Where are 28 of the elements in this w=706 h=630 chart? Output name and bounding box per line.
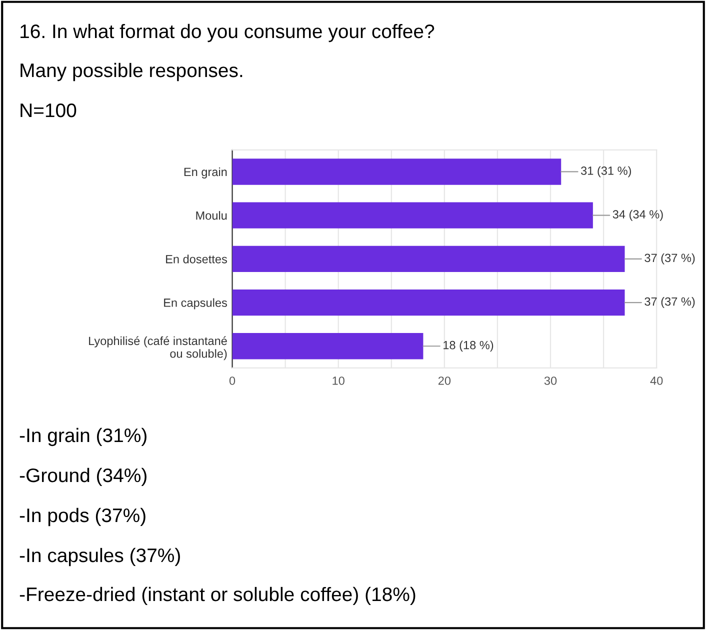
text: -Freeze-dried (instant or soluble coffee) (18%) xyxy=(20,586,416,606)
data-label: 31 (31 %) xyxy=(581,166,632,178)
bar xyxy=(232,289,625,316)
data-label: 34 (34 %) xyxy=(612,210,663,221)
text: -In capsules (37%) xyxy=(20,548,180,566)
x-tick-label: 10 xyxy=(332,376,344,385)
text: N=100 xyxy=(20,103,76,118)
text: -Ground (34%) xyxy=(20,468,146,486)
bar xyxy=(232,246,625,272)
y-tick-label: Lyophilisé (café instantané ou soluble) xyxy=(89,336,227,360)
y-tick-label: En dosettes xyxy=(166,254,227,264)
bar xyxy=(232,158,562,185)
text: -In pods (37%) xyxy=(20,508,146,526)
x-tick-label: 30 xyxy=(544,376,557,385)
x-tick-label: 0 xyxy=(229,376,236,385)
data-label: 37 (37 %) xyxy=(644,253,695,264)
y-tick-label: En grain xyxy=(184,167,227,178)
x-tick-label: 20 xyxy=(438,376,451,385)
data-label: 18 (18 %) xyxy=(444,340,494,352)
y-tick-label: En capsules xyxy=(164,298,227,310)
bar xyxy=(232,333,424,360)
x-tick-label: 40 xyxy=(650,376,663,385)
bar xyxy=(232,202,593,228)
chart-title: 16. In what format do you consume your coffee? xyxy=(20,24,434,42)
data-label: 37 (37 %) xyxy=(644,297,695,308)
text: -In grain (31%) xyxy=(20,428,146,446)
y-tick-label: Moulu xyxy=(196,211,227,220)
chart-subtitle: Many possible responses. xyxy=(20,62,242,82)
